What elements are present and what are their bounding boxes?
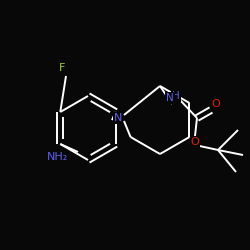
- Text: N: N: [166, 93, 174, 103]
- Text: H: H: [172, 91, 180, 101]
- Text: N: N: [114, 113, 122, 123]
- Text: F: F: [59, 63, 65, 73]
- Text: O: O: [212, 99, 220, 109]
- Text: O: O: [191, 137, 200, 147]
- Text: NH₂: NH₂: [48, 152, 68, 162]
